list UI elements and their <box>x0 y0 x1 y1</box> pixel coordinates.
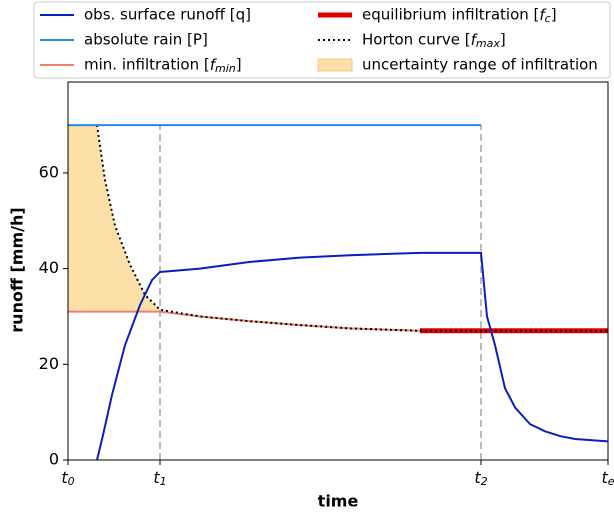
x-axis-label: time <box>318 492 359 511</box>
y-axis-label: runoff [mm/h] <box>8 207 27 332</box>
legend-label: absolute rain [P] <box>84 31 208 49</box>
legend-label: obs. surface runoff [q] <box>84 6 251 24</box>
y-tick-label: 20 <box>39 354 59 373</box>
y-tick-label: 40 <box>39 258 59 277</box>
legend-label: Horton curve [fmax​] <box>362 31 506 51</box>
legend-label: uncertainty range of infiltration <box>362 56 598 74</box>
series-line <box>68 310 421 332</box>
series-line <box>96 251 609 461</box>
y-tick-label: 0 <box>49 450 59 469</box>
legend-box <box>33 1 611 79</box>
series-line <box>96 124 608 332</box>
plot-frame <box>67 81 609 461</box>
legend-label: equilibrium infiltration [fc​] <box>362 6 557 26</box>
x-tick-label: t1​ <box>153 468 166 489</box>
legend-swatch <box>317 58 353 72</box>
x-tick-label: t2​ <box>474 468 487 489</box>
legend-label: min. infiltration [fmin​] <box>84 56 242 76</box>
x-tick-label: te​ <box>601 468 614 489</box>
y-tick-label: 60 <box>39 162 59 181</box>
x-tick-label: t0​ <box>61 468 74 489</box>
uncertainty-band <box>68 125 160 312</box>
